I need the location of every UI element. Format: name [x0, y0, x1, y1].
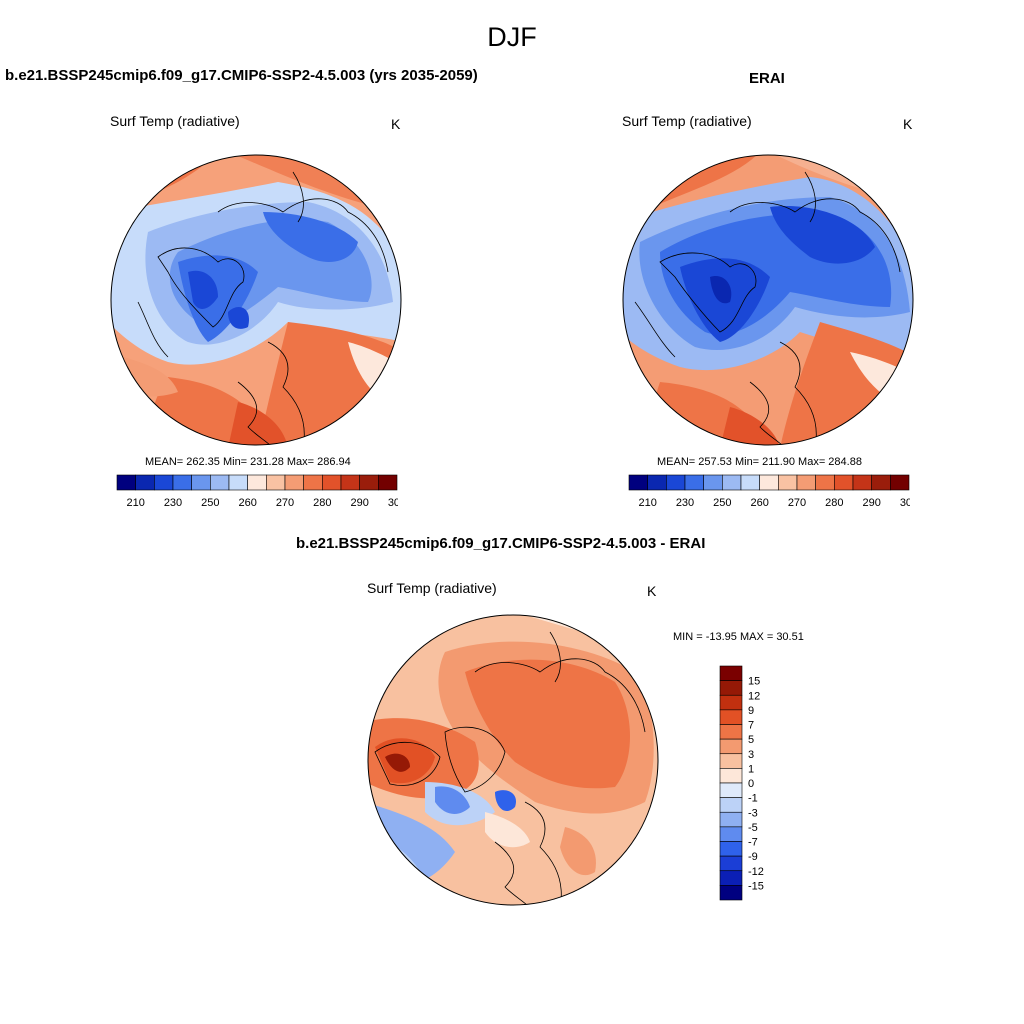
colorbar-obs-tick-label: 230 — [676, 497, 694, 509]
variable-label-obs: Surf Temp (radiative) — [622, 113, 752, 129]
colorbar-diff-tick-label: 15 — [748, 676, 760, 688]
variable-label-model: Surf Temp (radiative) — [110, 113, 240, 129]
colorbar-model-tick-label: 230 — [164, 497, 182, 509]
colorbar-diff-swatch — [719, 811, 743, 828]
colorbar-obs-swatch — [778, 474, 798, 491]
colorbar-obs: 210 230 250 260 270 280 290 300 — [628, 474, 910, 509]
colorbar-obs-swatch — [666, 474, 686, 491]
polar-map-model — [110, 154, 402, 446]
panel-title-diff: b.e21.BSSP245cmip6.f09_g17.CMIP6-SSP2-4.… — [296, 535, 706, 552]
colorbar-diff-tick-label: -12 — [748, 866, 764, 878]
colorbar-diff-tick-label: -9 — [748, 851, 758, 863]
colorbar-diff-swatch — [719, 680, 743, 696]
colorbar-obs-tick-label: 280 — [825, 497, 843, 509]
colorbar-diff-swatch — [719, 855, 743, 872]
colorbar-diff-swatch — [719, 724, 743, 740]
colorbar-obs-swatch — [740, 474, 760, 491]
colorbar-obs-swatch — [852, 474, 872, 491]
colorbar-obs-tick-label: 270 — [788, 497, 806, 509]
panel-title-obs: ERAI — [749, 70, 785, 87]
colorbar-obs-swatch — [815, 474, 835, 491]
colorbar-diff-tick-label: 0 — [748, 778, 754, 790]
colorbar-model-swatch — [284, 474, 304, 491]
colorbar-obs-swatch — [684, 474, 704, 491]
colorbar-obs-swatch — [703, 474, 723, 491]
colorbar-model-tick-label: 210 — [126, 497, 144, 509]
units-label-diff: K — [647, 583, 657, 599]
colorbar-model-swatch — [210, 474, 230, 491]
colorbar-obs-swatch — [722, 474, 742, 491]
colorbar-diff-swatch — [719, 694, 743, 711]
stats-model: MEAN= 262.35 Min= 231.28 Max= 286.94 — [145, 456, 351, 468]
colorbar-model-swatch — [191, 474, 211, 491]
colorbar-obs-swatch — [834, 474, 854, 491]
colorbar-diff-tick-label: -7 — [748, 837, 758, 849]
colorbar-diff-swatch — [719, 753, 743, 769]
colorbar-model-tick-label: 260 — [238, 497, 256, 509]
colorbar-diff: 15 12 9 7 5 3 1 0 -1 -3 -5 -7 -9 -12 -15 — [719, 665, 764, 901]
units-label-obs: K — [903, 116, 913, 132]
colorbar-obs-swatch — [759, 474, 779, 491]
panel-title-model: b.e21.BSSP245cmip6.f09_g17.CMIP6-SSP2-4.… — [5, 67, 478, 84]
colorbar-diff-tick-label: -15 — [748, 880, 764, 892]
colorbar-diff-swatch — [719, 738, 743, 755]
colorbar-obs-swatch — [796, 474, 816, 491]
colorbar-obs-tick-label: 300 — [900, 497, 910, 509]
colorbar-obs-swatch — [628, 474, 648, 491]
page-title: DJF — [487, 22, 537, 52]
colorbar-diff-swatch — [719, 826, 743, 842]
colorbar-diff-tick-label: -5 — [748, 822, 758, 834]
colorbar-diff-swatch — [719, 841, 743, 857]
units-label-model: K — [391, 116, 401, 132]
polar-map-obs — [622, 154, 914, 446]
colorbar-model-tick-label: 290 — [350, 497, 368, 509]
colorbar-diff-tick-label: 12 — [748, 690, 760, 702]
colorbar-model-tick-label: 250 — [201, 497, 219, 509]
colorbar-model-swatch — [378, 474, 398, 491]
colorbar-model-tick-label: 270 — [276, 497, 294, 509]
colorbar-model-swatch — [322, 474, 342, 491]
colorbar-diff-swatch — [719, 665, 743, 681]
colorbar-model-swatch — [228, 474, 248, 491]
colorbar-model-swatch — [266, 474, 286, 491]
colorbar-model-swatch — [116, 474, 136, 491]
colorbar-diff-tick-label: -1 — [748, 793, 758, 805]
colorbar-diff-swatch — [719, 709, 743, 725]
colorbar-obs-swatch — [890, 474, 910, 491]
colorbar-diff-tick-label: -3 — [748, 807, 758, 819]
colorbar-diff-swatch — [719, 797, 743, 813]
colorbar-model-swatch — [135, 474, 155, 491]
colorbar-diff-tick-label: 9 — [748, 705, 754, 717]
colorbar-diff-swatch — [719, 885, 743, 901]
colorbar-model-tick-label: 280 — [313, 497, 331, 509]
colorbar-model-tick-label: 300 — [388, 497, 398, 509]
colorbar-model-swatch — [359, 474, 379, 491]
colorbar-model-swatch — [172, 474, 192, 491]
colorbar-obs-swatch — [871, 474, 891, 491]
colorbar-model: 210 230 250 260 270 280 290 300 — [116, 474, 398, 509]
colorbar-obs-tick-label: 210 — [638, 497, 656, 509]
stats-obs: MEAN= 257.53 Min= 211.90 Max= 284.88 — [657, 456, 862, 468]
colorbar-diff-swatch — [719, 782, 743, 798]
colorbar-model-swatch — [340, 474, 360, 491]
colorbar-obs-swatch — [647, 474, 667, 491]
colorbar-model-swatch — [154, 474, 174, 491]
colorbar-diff-tick-label: 3 — [748, 749, 754, 761]
colorbar-obs-tick-label: 260 — [750, 497, 768, 509]
colorbar-obs-tick-label: 290 — [862, 497, 880, 509]
colorbar-model-swatch — [303, 474, 323, 491]
colorbar-obs-tick-label: 250 — [713, 497, 731, 509]
colorbar-diff-tick-label: 7 — [748, 720, 754, 732]
colorbar-diff-tick-label: 5 — [748, 734, 754, 746]
stats-diff: MIN = -13.95 MAX = 30.51 — [673, 631, 804, 643]
colorbar-model-swatch — [247, 474, 267, 491]
colorbar-diff-swatch — [719, 768, 743, 784]
variable-label-diff: Surf Temp (radiative) — [367, 580, 497, 596]
colorbar-diff-swatch — [719, 870, 743, 886]
polar-map-diff — [367, 614, 659, 906]
colorbar-diff-tick-label: 1 — [748, 763, 754, 775]
